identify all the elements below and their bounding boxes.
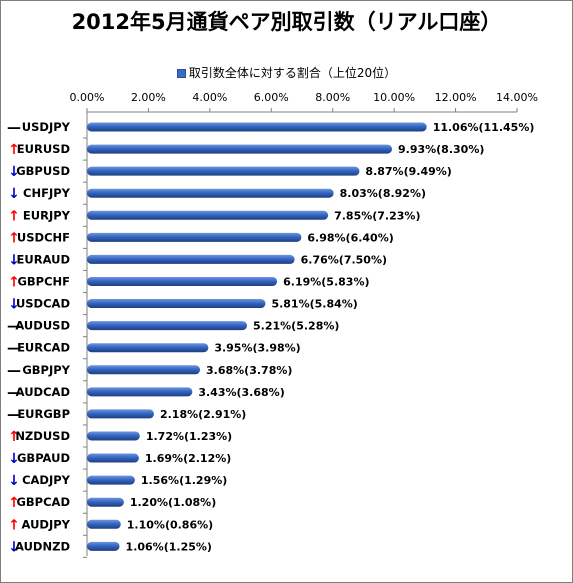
chart-title: 2012年5月通貨ペア別取引数（リアル口座） xyxy=(71,10,502,34)
trend-marker: ↓ xyxy=(8,186,20,202)
x-tick-label: 10.00% xyxy=(373,91,415,104)
legend: 取引数全体に対する割合（上位20位） xyxy=(0,64,573,81)
trend-marker: ↑ xyxy=(8,208,20,224)
trend-marker: — xyxy=(7,341,21,357)
data-label: 1.10%(0.86%) xyxy=(127,518,213,531)
bar xyxy=(87,343,209,353)
bar xyxy=(87,431,140,441)
category-label: GBPJPY xyxy=(22,363,70,377)
bar-layer: — USDJPY 11.06%(11.45%)↑EURUSD 9.93%(8.30%)… xyxy=(7,120,535,558)
bar xyxy=(87,166,360,176)
category-label: EURJPY xyxy=(23,208,71,222)
bar xyxy=(87,365,201,375)
trend-marker: ↓ xyxy=(8,252,20,268)
category-label: GBPCAD xyxy=(16,495,70,509)
bar xyxy=(87,299,266,309)
data-label: 6.98%(6.40%) xyxy=(307,231,393,244)
bar xyxy=(87,254,295,264)
axis-layer: 0.00% 2.00% 4.00% 6.00% 8.00% 10.00% 12.00% 14.… xyxy=(70,91,538,556)
data-label: 3.95%(3.98%) xyxy=(214,342,300,355)
x-tick-label: 4.00% xyxy=(192,91,227,104)
bar xyxy=(87,519,121,529)
category-label: NZDUSD xyxy=(15,429,70,443)
bar xyxy=(87,475,135,485)
trend-marker: ↓ xyxy=(8,539,20,555)
bar xyxy=(87,541,120,551)
bar xyxy=(87,497,124,507)
data-label: 1.69%(2.12%) xyxy=(145,452,231,465)
category-label: EURCAD xyxy=(17,341,70,355)
trend-marker: ↑ xyxy=(8,142,20,158)
x-tick-label: 14.00% xyxy=(496,91,538,104)
legend-swatch xyxy=(176,69,186,78)
x-tick-label: 6.00% xyxy=(254,91,289,104)
data-label: 11.06%(11.45%) xyxy=(433,121,535,134)
trend-marker: — xyxy=(7,363,21,379)
category-label: CADJPY xyxy=(22,473,71,487)
category-label: GBPAUD xyxy=(17,451,70,465)
data-label: 3.43%(3.68%) xyxy=(198,386,284,399)
bar xyxy=(87,409,154,419)
category-label: AUDCAD xyxy=(16,385,70,399)
data-label: 7.85%(7.23%) xyxy=(334,209,420,222)
category-label: CHFJPY xyxy=(23,186,71,200)
data-label: 1.20%(1.08%) xyxy=(130,496,216,509)
trend-marker: — xyxy=(7,407,21,423)
category-label: USDCAD xyxy=(16,297,70,311)
data-label: 5.81%(5.84%) xyxy=(271,298,357,311)
category-label: USDCHF xyxy=(17,230,70,244)
data-label: 5.21%(5.28%) xyxy=(253,320,339,333)
category-label: GBPCHF xyxy=(17,274,70,288)
data-label: 1.56%(1.29%) xyxy=(141,474,227,487)
bar xyxy=(87,122,427,132)
x-tick-label: 2.00% xyxy=(131,91,166,104)
category-label: AUDJPY xyxy=(22,517,71,531)
data-label: 9.93%(8.30%) xyxy=(398,143,484,156)
bar xyxy=(87,387,193,397)
x-tick-label: 8.00% xyxy=(315,91,350,104)
x-tick-label: 0.00% xyxy=(70,91,105,104)
category-label: EURGBP xyxy=(17,407,70,421)
data-label: 8.03%(8.92%) xyxy=(340,187,426,200)
category-label: EURAUD xyxy=(17,252,70,266)
trend-marker: ↑ xyxy=(8,495,20,511)
trend-marker: ↓ xyxy=(8,451,20,467)
category-label: AUDUSD xyxy=(15,319,70,333)
data-label: 2.18%(2.91%) xyxy=(160,408,246,421)
trend-marker: ↑ xyxy=(8,429,20,445)
data-label: 6.76%(7.50%) xyxy=(301,253,387,266)
trend-marker: — xyxy=(7,385,21,401)
category-label: AUDNZD xyxy=(15,539,70,553)
category-label: GBPUSD xyxy=(16,164,70,178)
category-label: EURUSD xyxy=(17,142,70,156)
bar xyxy=(87,276,278,286)
data-label: 1.72%(1.23%) xyxy=(146,430,232,443)
trend-marker: ↑ xyxy=(8,230,20,246)
legend-label: 取引数全体に対する割合（上位20位） xyxy=(188,66,397,80)
trend-marker: ↑ xyxy=(8,517,20,533)
category-label: USDJPY xyxy=(22,120,71,134)
bar xyxy=(87,144,392,154)
data-label: 1.06%(1.25%) xyxy=(126,540,212,553)
data-label: 6.19%(5.83%) xyxy=(283,275,369,288)
trend-marker: ↓ xyxy=(8,473,20,489)
trend-marker: ↓ xyxy=(8,164,20,180)
bar xyxy=(87,321,248,331)
bar xyxy=(87,453,139,463)
data-label: 3.68%(3.78%) xyxy=(206,364,292,377)
bar xyxy=(87,210,329,220)
trend-marker: — xyxy=(7,120,21,136)
trend-marker: ↓ xyxy=(8,297,20,313)
trend-marker: ↑ xyxy=(8,274,20,290)
bar xyxy=(87,188,334,198)
trend-marker: — xyxy=(7,319,21,335)
data-label: 8.87%(9.49%) xyxy=(365,165,451,178)
bar xyxy=(87,232,302,242)
x-tick-label: 12.00% xyxy=(435,91,477,104)
